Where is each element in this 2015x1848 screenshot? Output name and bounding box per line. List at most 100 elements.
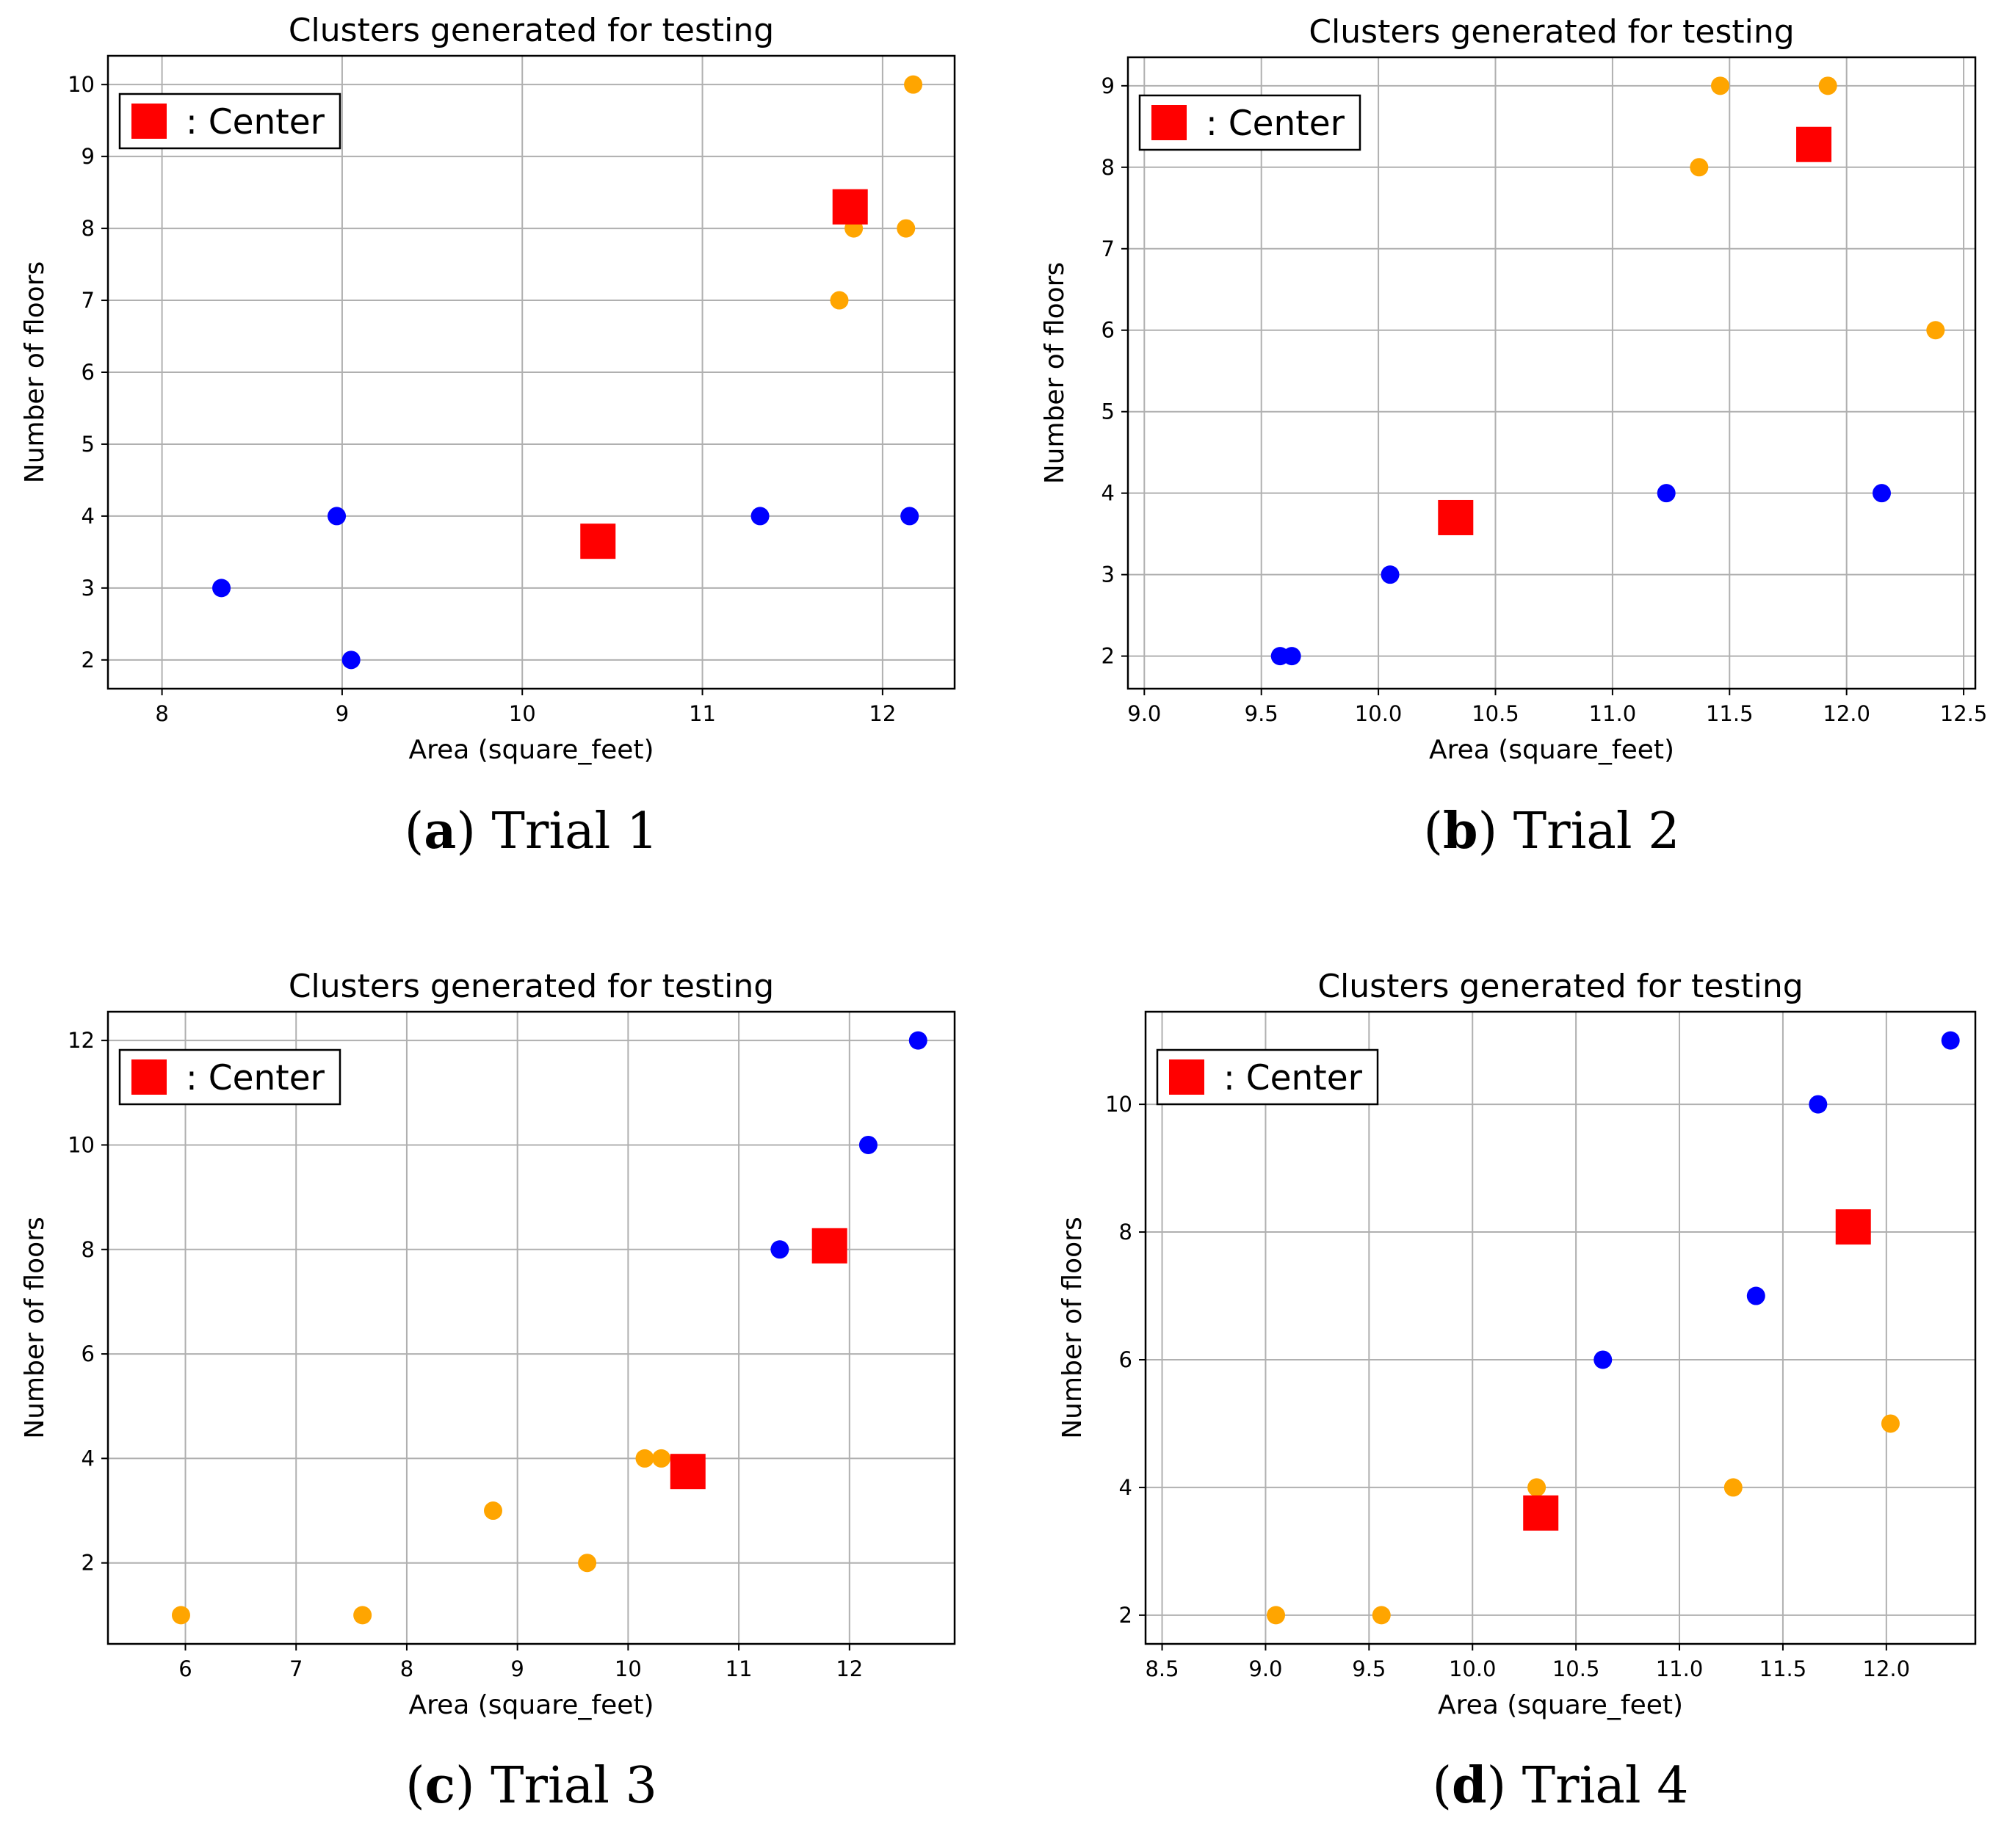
- x-tick-label: 11.0: [1589, 701, 1637, 726]
- x-tick-label: 12: [869, 701, 896, 726]
- chart-title: Clusters generated for testing: [289, 12, 774, 49]
- y-tick-label: 10: [1105, 1092, 1132, 1117]
- y-tick-label: 8: [1119, 1220, 1132, 1244]
- y-tick-label: 2: [1119, 1603, 1132, 1628]
- subfigure-caption: (c) Trial 3: [405, 1756, 657, 1815]
- legend: : Center: [1138, 94, 1361, 151]
- cluster-center-marker: [670, 1454, 706, 1490]
- legend-label: : Center: [1206, 104, 1345, 144]
- x-tick-label: 11: [689, 701, 716, 726]
- cluster-orange-point: [578, 1554, 597, 1573]
- cluster-center-marker: [1796, 126, 1832, 162]
- cluster-blue-point: [1593, 1350, 1613, 1369]
- y-tick-label: 6: [82, 360, 95, 385]
- y-tick-label: 10: [68, 72, 95, 97]
- y-tick-label: 3: [1101, 562, 1115, 587]
- x-axis-label: Area (square_feet): [1438, 1690, 1683, 1720]
- cluster-orange-point: [897, 219, 916, 238]
- x-tick-label: 11: [726, 1656, 753, 1681]
- axes-frame: [106, 54, 956, 690]
- subfigure-caption: (b) Trial 2: [1424, 802, 1680, 860]
- axes-frame: [1126, 56, 1977, 690]
- cluster-center-marker: [832, 189, 868, 225]
- y-tick-label: 4: [82, 504, 95, 529]
- cluster-center-marker: [1438, 499, 1474, 535]
- legend-center-swatch: [131, 104, 167, 139]
- x-tick-label: 10.5: [1552, 1656, 1600, 1681]
- x-tick-label: 10.0: [1449, 1656, 1497, 1681]
- y-tick-label: 2: [82, 1551, 95, 1576]
- cluster-orange-point: [1711, 76, 1730, 95]
- y-tick-label: 6: [1119, 1347, 1132, 1372]
- cluster-center-marker: [1835, 1209, 1871, 1245]
- x-tick-label: 8.5: [1145, 1656, 1179, 1681]
- plot-area: [1128, 57, 1975, 689]
- legend: : Center: [1156, 1048, 1379, 1106]
- y-axis-label: Number of floors: [1057, 1217, 1088, 1438]
- cluster-blue-point: [908, 1031, 927, 1050]
- cluster-blue-point: [750, 507, 770, 526]
- y-tick-label: 2: [1101, 644, 1115, 669]
- x-tick-label: 12.0: [1823, 701, 1870, 726]
- plot-area: [1146, 1012, 1975, 1644]
- plot-area: [108, 1012, 955, 1644]
- y-tick-label: 10: [68, 1132, 95, 1157]
- cluster-blue-point: [1872, 484, 1891, 503]
- y-axis-label: Number of floors: [1040, 262, 1070, 484]
- x-tick-label: 9: [336, 701, 349, 726]
- x-tick-label: 12.0: [1863, 1656, 1911, 1681]
- y-tick-label: 9: [1101, 73, 1115, 98]
- x-axis-label: Area (square_feet): [408, 1690, 654, 1720]
- x-tick-label: 8: [155, 701, 168, 726]
- y-tick-label: 8: [1101, 155, 1115, 180]
- y-tick-label: 6: [1101, 318, 1115, 343]
- cluster-center-marker: [811, 1228, 847, 1264]
- x-tick-label: 11.5: [1706, 701, 1754, 726]
- cluster-orange-point: [1372, 1606, 1391, 1625]
- x-tick-label: 9.0: [1127, 701, 1161, 726]
- x-tick-label: 9.5: [1352, 1656, 1386, 1681]
- legend-center-swatch: [1151, 105, 1187, 140]
- x-axis-label: Area (square_feet): [1429, 735, 1674, 765]
- y-tick-label: 7: [82, 288, 95, 313]
- cluster-blue-point: [1941, 1031, 1960, 1050]
- chart-title: Clusters generated for testing: [289, 968, 774, 1005]
- y-tick-label: 2: [82, 648, 95, 673]
- y-tick-label: 8: [82, 216, 95, 241]
- y-tick-label: 5: [82, 432, 95, 457]
- legend-box: [118, 1048, 341, 1106]
- x-tick-label: 11.5: [1759, 1656, 1807, 1681]
- subfigure-caption: (a) Trial 1: [405, 802, 659, 860]
- y-tick-label: 12: [68, 1028, 95, 1053]
- cluster-orange-point: [484, 1501, 503, 1521]
- cluster-orange-point: [1690, 158, 1709, 177]
- x-tick-label: 10: [615, 1656, 642, 1681]
- chart-panel-3: 6 7 8 9 10 11 12 2 4 6 8 10 12: Center Clusters gener…: [20, 968, 956, 1815]
- legend: : Center: [118, 1048, 341, 1106]
- legend-center-swatch: [1169, 1059, 1204, 1095]
- legend-center-swatch: [131, 1059, 167, 1095]
- x-axis-label: Area (square_feet): [408, 735, 654, 765]
- chart-panel-4: 8.5 9.0 9.5 10.0 10.5 11.0 11.5 12.0 2 4 6 8 10: Cen…: [1057, 968, 1977, 1815]
- x-tick-label: 12.5: [1940, 701, 1988, 726]
- x-tick-label: 8: [400, 1656, 413, 1681]
- x-tick-label: 10.0: [1355, 701, 1403, 726]
- y-tick-label: 4: [82, 1446, 95, 1471]
- y-tick-label: 8: [82, 1237, 95, 1262]
- chart-panel-2: 9.0 9.5 10.0 10.5 11.0 11.5 12.0 12.5 2 3 4 5 6 7 8 9: …: [1040, 13, 1987, 860]
- x-tick-label: 11.0: [1656, 1656, 1704, 1681]
- y-tick-label: 9: [82, 144, 95, 169]
- y-tick-label: 3: [82, 576, 95, 601]
- y-tick-label: 4: [1101, 481, 1115, 506]
- legend: : Center: [118, 93, 341, 150]
- y-axis-label: Number of floors: [20, 261, 50, 483]
- cluster-blue-point: [1809, 1095, 1828, 1114]
- cluster-blue-point: [1657, 484, 1676, 503]
- x-tick-label: 10: [509, 701, 536, 726]
- cluster-orange-point: [635, 1449, 654, 1468]
- cluster-blue-point: [1381, 565, 1400, 584]
- cluster-orange-point: [1723, 1478, 1743, 1497]
- cluster-blue-point: [341, 651, 361, 670]
- subfigure-caption: (d) Trial 4: [1433, 1756, 1689, 1815]
